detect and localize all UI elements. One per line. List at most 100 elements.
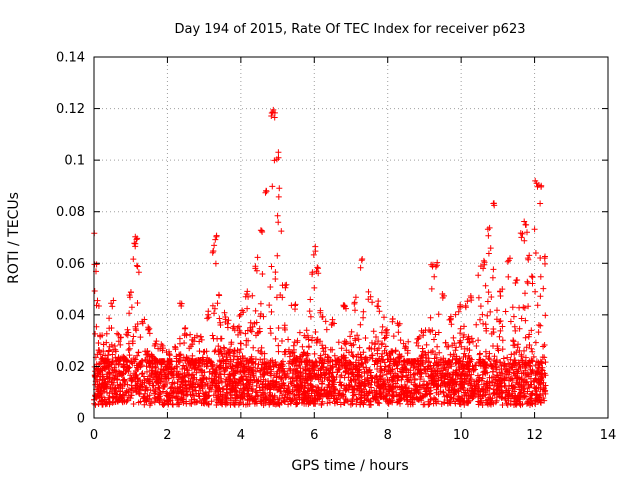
- data-point: [436, 349, 443, 356]
- data-point: [218, 375, 225, 382]
- data-point: [389, 392, 396, 399]
- data-point: [204, 394, 211, 401]
- data-point: [257, 310, 264, 317]
- data-point: [338, 359, 345, 366]
- data-point: [360, 364, 367, 371]
- data-point: [440, 367, 447, 374]
- data-point: [260, 313, 267, 320]
- data-point: [126, 310, 133, 317]
- data-point: [255, 361, 262, 368]
- data-point: [284, 389, 291, 396]
- data-point: [306, 308, 313, 315]
- data-point: [384, 391, 391, 397]
- data-point: [336, 387, 343, 394]
- data-point: [274, 212, 281, 219]
- data-point: [134, 263, 141, 270]
- data-point: [451, 340, 458, 347]
- data-point: [514, 375, 520, 382]
- data-point: [176, 335, 183, 342]
- data-point: [117, 341, 124, 348]
- data-point: [134, 321, 141, 327]
- data-point: [291, 346, 297, 353]
- data-point: [277, 362, 283, 369]
- data-point: [111, 367, 118, 374]
- plot-frame: [93, 56, 609, 419]
- data-point: [178, 389, 184, 396]
- data-point: [206, 368, 213, 375]
- data-point: [184, 366, 190, 373]
- y-tick-label: 0.1: [64, 154, 85, 169]
- data-point: [464, 336, 471, 343]
- data-point: [162, 381, 169, 388]
- data-point: [130, 333, 137, 340]
- data-point: [341, 355, 348, 361]
- data-point: [237, 340, 244, 347]
- data-point: [485, 250, 492, 257]
- data-point: [365, 296, 372, 303]
- data-point: [429, 348, 436, 354]
- data-point: [134, 352, 141, 359]
- data-point: [137, 387, 144, 394]
- data-point: [267, 392, 274, 399]
- data-point: [521, 347, 527, 354]
- data-point: [457, 385, 464, 392]
- data-point: [146, 402, 153, 409]
- data-point: [477, 350, 483, 357]
- data-point: [95, 383, 102, 390]
- data-point: [223, 386, 230, 393]
- data-point: [433, 354, 440, 361]
- data-point: [337, 401, 344, 408]
- data-point: [267, 358, 274, 365]
- data-point: [361, 382, 368, 389]
- data-point: [223, 354, 230, 361]
- data-point: [539, 354, 546, 361]
- data-point: [234, 364, 241, 371]
- data-point: [442, 371, 449, 378]
- data-point: [362, 383, 369, 390]
- data-point: [398, 361, 405, 368]
- data-point: [205, 401, 212, 408]
- data-point: [363, 364, 370, 371]
- data-point: [282, 284, 289, 291]
- data-point: [235, 331, 241, 338]
- data-point: [358, 361, 365, 367]
- data-point: [542, 312, 549, 319]
- data-point: [484, 298, 491, 305]
- data-point: [319, 342, 326, 349]
- data-point: [345, 384, 352, 391]
- data-point: [97, 373, 104, 380]
- data-point: [452, 369, 459, 376]
- data-point: [131, 370, 137, 377]
- data-point: [480, 265, 487, 272]
- data-point: [369, 339, 375, 346]
- data-point: [468, 335, 475, 342]
- data-point: [216, 363, 223, 370]
- data-point: [366, 402, 373, 408]
- data-point: [211, 310, 217, 317]
- data-point: [283, 373, 290, 380]
- data-point: [540, 395, 547, 401]
- data-point: [501, 375, 508, 382]
- data-point: [294, 337, 301, 344]
- data-point: [193, 399, 200, 406]
- data-point: [322, 318, 329, 325]
- data-point: [209, 362, 216, 369]
- data-point: [419, 345, 426, 352]
- data-point: [394, 365, 401, 372]
- data-point: [513, 366, 520, 373]
- data-point: [260, 372, 267, 379]
- data-point: [442, 358, 449, 365]
- data-point: [100, 348, 107, 355]
- data-point: [130, 401, 137, 407]
- data-point: [431, 273, 438, 280]
- data-point: [297, 382, 304, 389]
- data-point: [189, 392, 196, 399]
- data-point: [537, 293, 544, 300]
- data-point: [474, 372, 481, 379]
- data-point: [539, 367, 546, 374]
- data-point: [404, 378, 411, 385]
- data-point: [329, 316, 336, 323]
- data-point: [493, 366, 500, 373]
- data-point: [275, 193, 282, 200]
- data-point: [125, 340, 132, 347]
